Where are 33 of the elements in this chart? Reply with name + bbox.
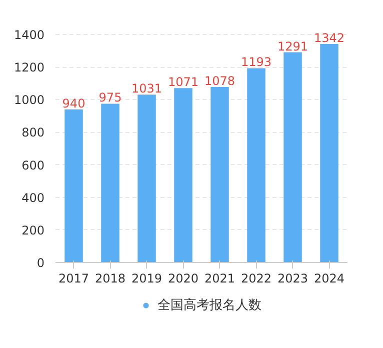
data-label: 1071 — [168, 75, 199, 90]
y-tick-label: 1200 — [14, 60, 45, 75]
x-tick-label: 2017 — [58, 272, 90, 286]
x-tick-label: 2021 — [204, 272, 236, 286]
bar — [247, 68, 266, 262]
y-tick-label: 0 — [36, 256, 45, 270]
y-tick-label: 400 — [22, 190, 44, 205]
data-label: 975 — [98, 90, 122, 105]
x-tick-label: 2018 — [94, 272, 126, 286]
data-label: 1193 — [240, 55, 272, 70]
y-tick-label: 800 — [22, 126, 44, 140]
bar — [320, 44, 338, 262]
y-tick-label: 600 — [22, 158, 44, 172]
x-tick-label: 2020 — [168, 272, 199, 286]
data-label: 1078 — [204, 74, 236, 88]
bar — [284, 52, 302, 262]
x-tick-label: 2023 — [277, 272, 308, 286]
y-tick-label: 200 — [22, 223, 44, 238]
y-tick-label: 1000 — [14, 93, 45, 108]
y-tick-label: 1400 — [14, 28, 45, 42]
data-label: 940 — [62, 96, 86, 110]
bar — [210, 86, 229, 262]
data-label: 1342 — [314, 30, 345, 45]
x-tick-label: 2019 — [131, 272, 162, 286]
bar — [138, 94, 156, 262]
bar — [101, 104, 120, 262]
legend-label: 全国高考报名人数 — [158, 297, 262, 314]
bar — [64, 109, 83, 262]
data-label: 1031 — [131, 82, 162, 96]
x-tick-label: 2022 — [240, 272, 272, 286]
data-label: 1291 — [277, 39, 308, 54]
x-tick-label: 2024 — [314, 272, 345, 286]
bar — [174, 88, 192, 262]
